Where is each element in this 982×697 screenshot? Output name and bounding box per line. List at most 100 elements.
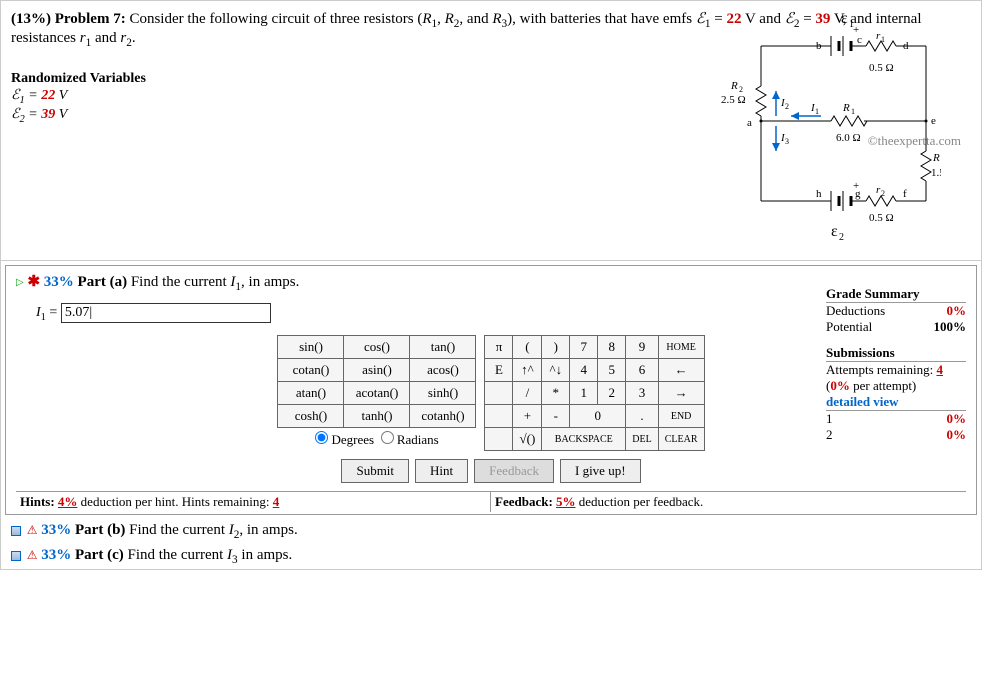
- collapse-icon[interactable]: [11, 526, 21, 536]
- key-end[interactable]: END: [658, 405, 704, 428]
- deductions-value: 0%: [947, 303, 967, 319]
- circuit-svg: ε1 + b c r1 d 0.5 Ω e: [681, 11, 941, 241]
- attempts-remaining: Attempts remaining: 4: [826, 362, 966, 378]
- key-supdown[interactable]: ^↓: [542, 359, 570, 382]
- part-b-percent: 33%: [41, 522, 71, 538]
- key-rparen[interactable]: ): [542, 336, 570, 359]
- svg-text:1: 1: [851, 107, 855, 116]
- potential-value: 100%: [934, 319, 967, 335]
- key-acos[interactable]: acos(): [410, 359, 476, 382]
- key-home[interactable]: HOME: [658, 336, 704, 359]
- key-minus[interactable]: -: [542, 405, 570, 428]
- problem-number: Problem 7:: [55, 11, 126, 27]
- feedback-button[interactable]: Feedback: [474, 459, 554, 483]
- svg-text:c: c: [857, 34, 862, 46]
- degrees-radio[interactable]: [315, 431, 328, 444]
- key-6[interactable]: 6: [626, 359, 658, 382]
- svg-text:2: 2: [739, 85, 743, 94]
- attempt-2-pct: 0%: [947, 427, 967, 443]
- svg-text:2.5 Ω: 2.5 Ω: [721, 94, 746, 106]
- svg-text:ε: ε: [831, 223, 838, 240]
- key-asin[interactable]: asin(): [344, 359, 410, 382]
- part-a-header: ▷ ✱ 33% Part (a) Find the current I1, in…: [16, 272, 966, 293]
- key-dot[interactable]: .: [626, 405, 658, 428]
- key-cotan[interactable]: cotan(): [278, 359, 344, 382]
- key-4[interactable]: 4: [570, 359, 598, 382]
- key-right[interactable]: →: [658, 382, 704, 405]
- svg-text:0.5 Ω: 0.5 Ω: [869, 212, 894, 224]
- key-sinh[interactable]: sinh(): [410, 382, 476, 405]
- svg-text:2: 2: [881, 189, 885, 198]
- key-5[interactable]: 5: [598, 359, 626, 382]
- svg-text:2: 2: [785, 102, 789, 111]
- key-1[interactable]: 1: [570, 382, 598, 405]
- answer-input[interactable]: [61, 303, 271, 323]
- key-cos[interactable]: cos(): [344, 336, 410, 359]
- key-cosh[interactable]: cosh(): [278, 405, 344, 428]
- key-blank1[interactable]: [485, 382, 513, 405]
- hints-feedback-row: Hints: 4% deduction per hint. Hints rema…: [16, 491, 966, 512]
- key-mul[interactable]: *: [542, 382, 570, 405]
- key-clear[interactable]: CLEAR: [658, 428, 704, 451]
- key-8[interactable]: 8: [598, 336, 626, 359]
- key-blank3[interactable]: [485, 428, 513, 451]
- circuit-diagram: ε1 + b c r1 d 0.5 Ω e: [681, 11, 961, 246]
- key-acotan[interactable]: acotan(): [344, 382, 410, 405]
- key-blank2[interactable]: [485, 405, 513, 428]
- potential-label: Potential: [826, 319, 872, 335]
- key-backspace[interactable]: BACKSPACE: [542, 428, 626, 451]
- submissions-title: Submissions: [826, 345, 966, 362]
- svg-text:R: R: [842, 102, 850, 114]
- key-3[interactable]: 3: [626, 382, 658, 405]
- hint-button[interactable]: Hint: [415, 459, 468, 483]
- attempt-1-pct: 0%: [947, 411, 967, 427]
- giveup-button[interactable]: I give up!: [560, 459, 641, 483]
- key-supup[interactable]: ↑^: [513, 359, 542, 382]
- svg-text:g: g: [855, 188, 861, 200]
- svg-text:f: f: [903, 188, 907, 200]
- key-e[interactable]: E: [485, 359, 513, 382]
- key-left[interactable]: ←: [658, 359, 704, 382]
- part-c-label: Part (c): [75, 547, 124, 563]
- attempt-1-num: 1: [826, 411, 833, 427]
- key-7[interactable]: 7: [570, 336, 598, 359]
- key-atan[interactable]: atan(): [278, 382, 344, 405]
- part-a-label: Part (a): [78, 274, 128, 290]
- key-tan[interactable]: tan(): [410, 336, 476, 359]
- grade-title: Grade Summary: [826, 286, 966, 303]
- svg-text:ε: ε: [841, 11, 848, 27]
- physics-problem-container: (13%) Problem 7: Consider the following …: [0, 0, 982, 570]
- svg-text:1: 1: [881, 35, 885, 44]
- svg-text:3: 3: [785, 137, 789, 146]
- action-buttons: Submit Hint Feedback I give up!: [16, 459, 966, 483]
- key-plus[interactable]: +: [513, 405, 542, 428]
- hints-info: Hints: 4% deduction per hint. Hints rema…: [16, 492, 491, 512]
- per-attempt: (0% per attempt): [826, 378, 966, 394]
- svg-text:1: 1: [815, 107, 819, 116]
- key-sqrt[interactable]: √(): [513, 428, 542, 451]
- attempt-2-num: 2: [826, 427, 833, 443]
- key-pi[interactable]: π: [485, 336, 513, 359]
- expand-icon[interactable]: ▷: [16, 277, 24, 288]
- radians-radio[interactable]: [381, 431, 394, 444]
- wrong-icon: ✱: [27, 274, 40, 290]
- key-del[interactable]: DEL: [626, 428, 658, 451]
- collapse-icon[interactable]: [11, 551, 21, 561]
- svg-text:R: R: [730, 80, 738, 92]
- detailed-view-link[interactable]: detailed view: [826, 394, 966, 411]
- svg-text:a: a: [747, 117, 752, 129]
- warning-icon: ⚠: [27, 523, 38, 538]
- key-2[interactable]: 2: [598, 382, 626, 405]
- key-lparen[interactable]: (: [513, 336, 542, 359]
- key-0[interactable]: 0: [570, 405, 626, 428]
- part-a-prompt: Find the current: [131, 274, 231, 290]
- numeric-keys: π()789HOME E↑^^↓456← /*123→ +-0.END √()B…: [484, 335, 704, 451]
- key-9[interactable]: 9: [626, 336, 658, 359]
- part-b-line[interactable]: ⚠ 33% Part (b) Find the current I2, in a…: [1, 519, 981, 544]
- part-c-line[interactable]: ⚠ 33% Part (c) Find the current I3 in am…: [1, 544, 981, 569]
- key-cotanh[interactable]: cotanh(): [410, 405, 476, 428]
- key-div[interactable]: /: [513, 382, 542, 405]
- key-sin[interactable]: sin(): [278, 336, 344, 359]
- submit-button[interactable]: Submit: [341, 459, 409, 483]
- key-tanh[interactable]: tanh(): [344, 405, 410, 428]
